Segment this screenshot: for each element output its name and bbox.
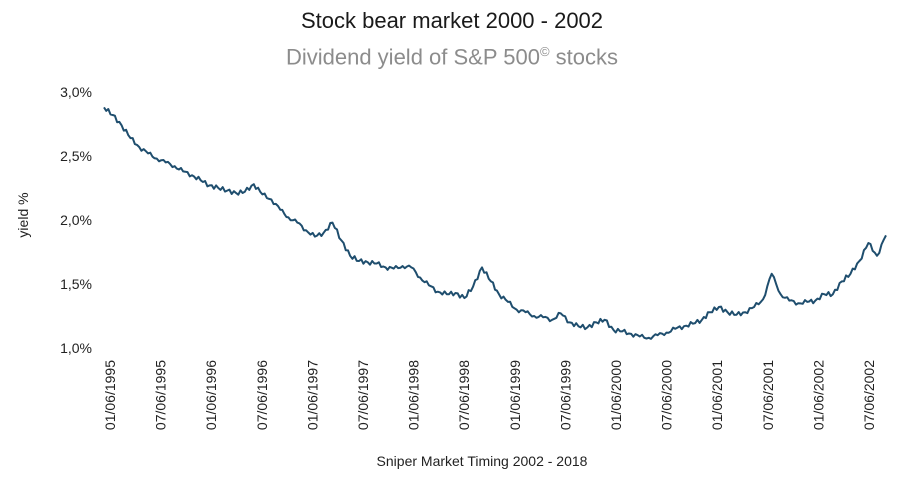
y-axis-ticks: 1,0% 1,5% 2,0% 2,5% 3,0% (60, 84, 92, 356)
x-tick-label: 01/06/2000 (608, 360, 624, 430)
x-axis-ticks: 01/06/1995 07/06/1995 01/06/1996 07/06/1996… (102, 360, 877, 430)
y-tick-label: 3,0% (60, 84, 92, 100)
y-axis-label: yield % (15, 192, 31, 237)
x-tick-label: 07/06/1996 (254, 360, 270, 430)
x-tick-label: 01/06/1998 (406, 360, 422, 430)
x-tick-label: 01/06/2002 (810, 360, 826, 430)
y-tick-label: 1,0% (60, 340, 92, 356)
chart-subtitle-suffix: stocks (549, 44, 619, 70)
x-tick-label: 01/06/2001 (709, 360, 725, 430)
x-tick-label: 07/06/2001 (760, 360, 776, 430)
x-tick-label: 01/06/1999 (507, 360, 523, 430)
y-tick-label: 2,0% (60, 212, 92, 228)
x-tick-label: 01/06/1996 (203, 360, 219, 430)
chart-title: Stock bear market 2000 - 2002 (300, 8, 604, 33)
x-tick-label: 07/06/2002 (861, 360, 877, 430)
x-tick-label: 07/06/1995 (153, 360, 169, 430)
chart-subtitle-text: Dividend yield of S&P 500 (285, 44, 540, 70)
x-axis-label: Sniper Market Timing 2002 - 2018 (377, 453, 588, 469)
chart-subtitle: Dividend yield of S&P 500© stocks (0, 44, 904, 70)
copyright-mark: © (539, 44, 550, 59)
x-tick-label: 07/06/1999 (557, 360, 573, 430)
x-tick-label: 01/06/1997 (304, 360, 320, 430)
x-tick-label: 07/06/1998 (456, 360, 472, 430)
x-tick-label: 07/06/2000 (659, 360, 675, 430)
y-tick-label: 1,5% (60, 276, 92, 292)
y-tick-label: 2,5% (60, 148, 92, 164)
series-line (103, 106, 887, 340)
x-tick-label: 07/06/1997 (355, 360, 371, 430)
x-tick-label: 01/06/1995 (102, 360, 118, 430)
